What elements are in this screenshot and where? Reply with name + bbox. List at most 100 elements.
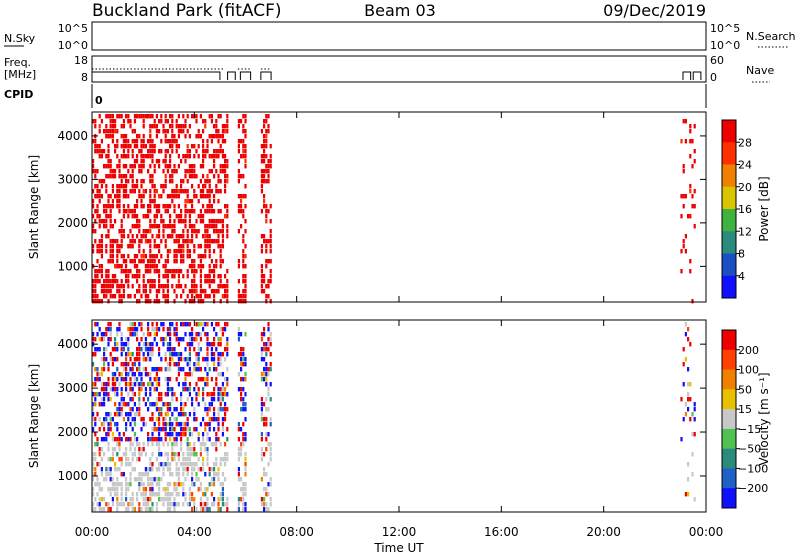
heatmap-cell	[129, 239, 132, 244]
heatmap-cell	[687, 327, 690, 332]
heatmap-cell	[199, 179, 202, 184]
heatmap-cell	[147, 214, 150, 219]
y-tick-label: 3000	[57, 381, 88, 395]
heatmap-cell	[195, 417, 198, 422]
heatmap-cell	[122, 134, 125, 139]
heatmap-cell	[682, 382, 685, 387]
colorbar-swatch	[722, 142, 736, 165]
heatmap-cell	[226, 164, 229, 169]
heatmap-cell	[682, 417, 685, 422]
colorbar-swatch	[722, 275, 736, 299]
heatmap-cell	[144, 294, 147, 299]
heatmap-cell	[162, 402, 165, 407]
heatmap-cell	[129, 189, 132, 194]
heatmap-cell	[269, 239, 272, 244]
heatmap-cell	[269, 279, 272, 284]
heatmap-cell	[240, 357, 243, 362]
heatmap-cell	[210, 269, 213, 274]
heatmap-cell	[184, 372, 187, 377]
freq-panel: Freq. [MHz] 18 8 60 0 Nave	[4, 54, 774, 84]
heatmap-cell	[109, 332, 112, 337]
heatmap-cell	[151, 139, 154, 144]
heatmap-cell	[169, 144, 172, 149]
heatmap-cell	[204, 402, 207, 407]
heatmap-cell	[260, 347, 263, 352]
heatmap-cell	[149, 229, 152, 234]
heatmap-cell	[193, 174, 196, 179]
heatmap-cell	[140, 492, 143, 497]
heatmap-cell	[127, 417, 130, 422]
heatmap-cell	[260, 437, 263, 442]
heatmap-cell	[237, 387, 240, 392]
heatmap-cell	[142, 134, 145, 139]
heatmap-cell	[263, 342, 266, 347]
heatmap-cell	[94, 497, 97, 502]
heatmap-cell	[219, 279, 222, 284]
heatmap-cell	[687, 392, 690, 397]
heatmap-cell	[155, 457, 158, 462]
heatmap-cell	[127, 487, 130, 492]
heatmap-cell	[186, 294, 189, 299]
heatmap-cell	[96, 244, 99, 249]
heatmap-cell	[131, 189, 134, 194]
heatmap-cell	[109, 322, 112, 327]
heatmap-cell	[114, 357, 117, 362]
heatmap-cell	[155, 342, 158, 347]
heatmap-cell	[129, 269, 132, 274]
heatmap-cell	[116, 492, 119, 497]
heatmap-cell	[217, 392, 220, 397]
heatmap-cell	[111, 274, 114, 279]
colorbar-swatch	[722, 369, 736, 390]
heatmap-cell	[162, 274, 165, 279]
heatmap-cell	[188, 154, 191, 159]
heatmap-cell	[125, 189, 128, 194]
heatmap-cell	[173, 169, 176, 174]
heatmap-cell	[131, 442, 134, 447]
heatmap-cell	[142, 442, 145, 447]
heatmap-cell	[114, 377, 117, 382]
heatmap-cell	[204, 492, 207, 497]
heatmap-cell	[109, 327, 112, 332]
heatmap-cell	[217, 149, 220, 154]
heatmap-cell	[269, 204, 272, 209]
heatmap-cell	[213, 397, 216, 402]
heatmap-cell	[242, 347, 245, 352]
heatmap-cell	[98, 144, 101, 149]
heatmap-cell	[133, 239, 136, 244]
heatmap-cell	[242, 432, 245, 437]
heatmap-cell	[237, 452, 240, 457]
heatmap-cell	[180, 392, 183, 397]
heatmap-cell	[166, 407, 169, 412]
heatmap-cell	[180, 357, 183, 362]
heatmap-cell	[138, 347, 141, 352]
heatmap-cell	[204, 507, 207, 512]
heatmap-cell	[105, 294, 108, 299]
heatmap-cell	[689, 139, 692, 144]
heatmap-cell	[109, 174, 112, 179]
heatmap-cell	[219, 299, 222, 304]
heatmap-cell	[177, 472, 180, 477]
heatmap-cell	[118, 114, 121, 119]
heatmap-cell	[202, 377, 205, 382]
heatmap-cell	[180, 124, 183, 129]
heatmap-cell	[199, 377, 202, 382]
heatmap-cell	[265, 204, 268, 209]
heatmap-cell	[202, 139, 205, 144]
heatmap-cell	[693, 402, 696, 407]
heatmap-cell	[267, 367, 270, 372]
heatmap-cell	[166, 462, 169, 467]
heatmap-cell	[107, 274, 110, 279]
heatmap-cell	[127, 284, 130, 289]
heatmap-cell	[92, 229, 95, 234]
heatmap-cell	[149, 174, 152, 179]
heatmap-cell	[237, 427, 240, 432]
heatmap-cell	[96, 332, 99, 337]
heatmap-cell	[98, 417, 101, 422]
heatmap-cell	[149, 254, 152, 259]
heatmap-cell	[109, 427, 112, 432]
heatmap-cell	[127, 437, 130, 442]
heatmap-cell	[100, 372, 103, 377]
heatmap-cell	[114, 119, 117, 124]
nsky-label: N.Sky	[4, 32, 36, 45]
x-tick-label: 00:00	[689, 525, 724, 539]
